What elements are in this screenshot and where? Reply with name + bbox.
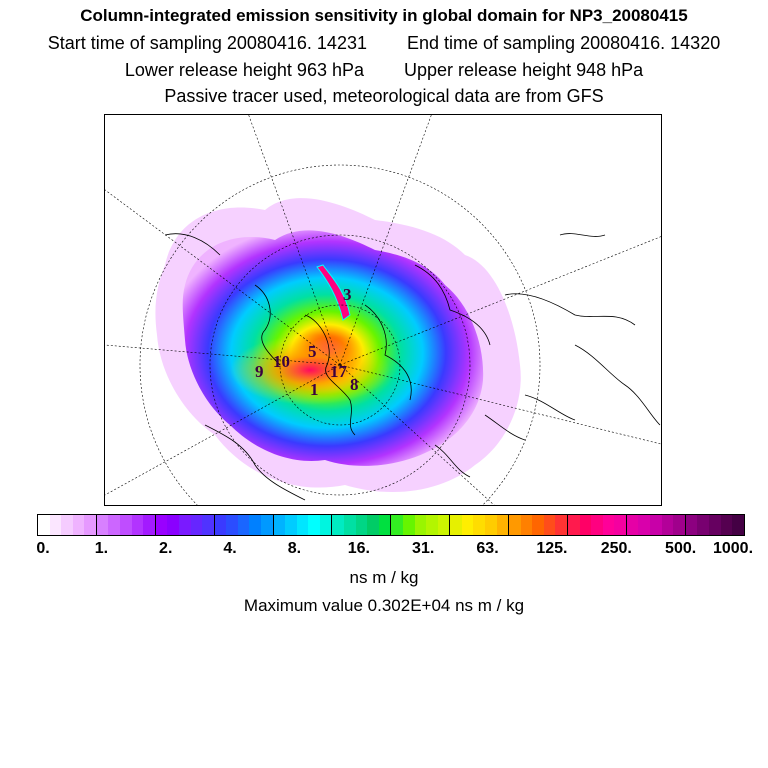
release-height-line: Lower release height 963 hPa Upper releas… [0,60,768,81]
colorbar-swatch [131,515,144,535]
graticule [105,115,661,505]
colorbar-swatch [579,515,592,535]
colorbar-swatch [602,515,615,535]
colorbar-tick-label: 63. [476,540,499,557]
colorbar-swatch [720,515,733,535]
end-time: End time of sampling 20080416. 14320 [406,33,721,53]
colorbar-swatch [685,515,698,535]
colorbar-swatch [319,515,333,535]
colorbar-swatch [38,515,50,535]
colorbar-tick-label: 16. [347,540,370,557]
colorbar-swatch [473,515,485,535]
colorbar-swatch [214,515,227,535]
plume-label: 9 [255,362,264,381]
colorbar-swatch [332,515,345,535]
colorbar-swatch [391,515,403,535]
colorbar-swatch [626,515,639,535]
colorbar-swatch [226,515,238,535]
colorbar-swatch [650,515,662,535]
colorbar-swatch [402,515,415,535]
colorbar-swatch [378,515,392,535]
colorbar-swatch [96,515,109,535]
map-title: Column-integrated emission sensitivity i… [80,6,688,25]
sensitivity-field: 9 10 5 17 8 1 3 [105,115,661,505]
colorbar-swatch [120,515,132,535]
colorbar-swatch [367,515,379,535]
plume-label: 5 [308,342,317,361]
sampling-time-line: Start time of sampling 20080416. 14231 En… [0,33,768,54]
plume-age-labels: 9 10 5 17 8 1 3 [255,285,359,399]
colorbar-swatch [638,515,651,535]
colorbar-swatch [167,515,179,535]
colorbar-unit: ns m / kg [349,568,419,587]
colorbar-swatch [285,515,297,535]
upper-release-height: Upper release height 948 hPa [404,60,644,80]
colorbar-tick-label: 1000. [712,540,754,557]
polar-map: 9 10 5 17 8 1 3 [104,114,662,506]
plume-label: 1 [310,380,319,399]
colorbar-swatch [532,515,544,535]
colorbar-swatch [732,515,744,535]
colorbar-swatch [520,515,533,535]
colorbar-swatch [450,515,462,535]
colorbar-swatch [296,515,309,535]
colorbar-swatch [308,515,320,535]
colorbar-swatch [496,515,510,535]
lower-release-height: Lower release height 963 hPa [124,60,364,80]
colorbar-tick-label: 8. [287,540,302,557]
colorbar-swatch [437,515,451,535]
colorbar-swatch [155,515,168,535]
colorbar-swatch [249,515,261,535]
colorbar [37,514,745,536]
colorbar-swatch [543,515,556,535]
colorbar-swatch [484,515,497,535]
colorbar-ticks: 0. 1. 2. 4. 8. 16. 31. 63. 125. 250. 500. 1000. [0,540,768,560]
plume-streak [316,264,351,321]
colorbar-swatch [178,515,191,535]
colorbar-swatch [355,515,368,535]
plume-label: 3 [343,285,352,304]
colorbar-swatch [49,515,62,535]
colorbar-swatch [237,515,250,535]
colorbar-swatch [568,515,580,535]
coastlines [164,233,661,501]
colorbar-swatch [72,515,85,535]
colorbar-swatch [61,515,73,535]
colorbar-swatch [84,515,97,535]
colorbar-tick-label: 500. [665,540,697,557]
colorbar-swatch [708,515,721,535]
colorbar-swatch [426,515,438,535]
maximum-value: Maximum value 0.302E+04 ns m / kg [243,596,525,615]
start-time: Start time of sampling 20080416. 14231 [47,33,367,53]
colorbar-tick-label: 1. [94,540,109,557]
plume-core [230,335,390,405]
tracer-info: Passive tracer used, meteorological data… [164,86,604,106]
colorbar-swatch [344,515,356,535]
plume-label: 17 [330,362,348,381]
colorbar-swatch [202,515,215,535]
colorbar-swatch [190,515,203,535]
colorbar-swatch [414,515,427,535]
colorbar-swatch [143,515,156,535]
colorbar-swatch [614,515,627,535]
colorbar-swatch [673,515,686,535]
colorbar-swatch [461,515,474,535]
plume-label: 8 [350,375,359,394]
colorbar-tick-label: 250. [600,540,632,557]
plume-label: 10 [273,352,290,371]
colorbar-tick-label: 2. [159,540,173,557]
colorbar-tick-label: 31. [412,540,435,557]
colorbar-swatch [260,515,274,535]
colorbar-tick-label: 0. [36,540,50,557]
colorbar-swatch [697,515,709,535]
colorbar-swatch [273,515,286,535]
colorbar-tick-label: 125. [536,540,568,557]
colorbar-swatch [661,515,674,535]
colorbar-tick-label: 4. [223,540,237,557]
colorbar-swatch [509,515,521,535]
colorbar-swatch [591,515,603,535]
colorbar-swatch [108,515,121,535]
colorbar-swatch [555,515,569,535]
